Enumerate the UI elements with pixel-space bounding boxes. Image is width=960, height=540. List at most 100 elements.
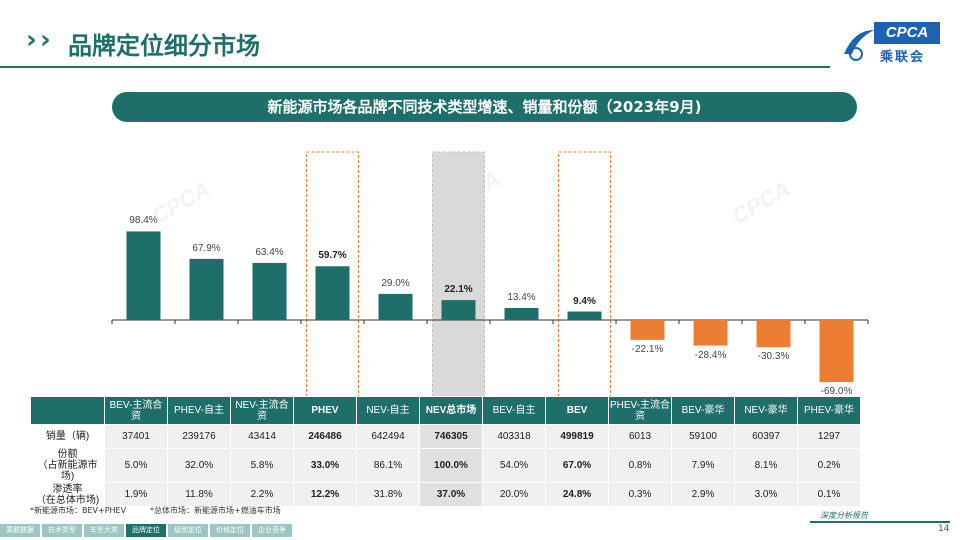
table-cell: 1.9% [104,482,168,507]
table-cell: 746305 [419,424,483,449]
table-cell: 86.1% [356,448,420,483]
table-cell: 1297 [797,424,861,449]
table-cell: 31.8% [356,482,420,507]
footnote-2: *总体市场：新能源市场+燃油车市场 [150,506,281,515]
bar-value-label: 29.0% [381,277,410,289]
table-cell: 37401 [104,424,168,449]
table-cell: 7.9% [671,448,735,483]
row-header-share-label: 份额 （占新能源市场) [37,449,98,482]
bar-value-label: 98.4% [129,215,158,227]
column-header: NEV-自主 [356,396,420,425]
footer-nav-item[interactable]: 技术类型 [42,524,82,537]
bar [126,231,161,320]
logo-cn: 乘联会 [880,50,926,65]
data-table: BEV-主流合资 PHEV-自主 NEV-主流合资 PHEV NEV-自主 NEV总市场 B… [30,396,861,507]
table-cell: 8.1% [734,448,798,483]
bar-value-label: 13.4% [507,291,536,303]
growth-bar-chart: 98.4% 67.9% 63.4% 59.7% 29.0% 22.1% 13.4% 9.4% -… [0,130,960,401]
chevron-right-icon: › [40,25,51,55]
bar [819,320,854,383]
table-cell: 246486 [293,424,357,449]
footer-nav: 乘联数据 技术类型 车型大类 品牌定位 级别定位 价格定位 企业竞争 [0,524,294,537]
column-header: BEV-豪华 [671,396,735,425]
page-number: 14 [938,524,950,534]
bar-value-label: 59.7% [318,250,347,262]
column-header: BEV-自主 [482,396,546,425]
table-row-penetration: 渗透率 （在总体市场) 1.9% 11.8% 2.2% 12.2% 31.8% 37.0%… [30,482,861,507]
highlight-frame [432,151,485,401]
bar [315,266,350,320]
bar-value-label: 67.9% [192,242,221,254]
header: › › 品牌定位细分市场 CPCA 乘联会 [0,0,960,80]
table-cell: 60397 [734,424,798,449]
row-header-penetration-label: 渗透率 （在总体市场) [35,483,100,506]
footer: 乘联数据 技术类型 车型大类 品牌定位 级别定位 价格定位 企业竞争 [0,521,960,540]
bar [567,311,602,320]
page-title: 品牌定位细分市场 [68,32,260,60]
table-cell: 20.0% [482,482,546,507]
bar-value-label: 22.1% [444,284,473,296]
row-header-share: 份额 （占新能源市场) [30,448,105,483]
column-header: PHEV-豪华 [797,396,861,425]
table-row-share: 份额 （占新能源市场) 5.0% 32.0% 5.8% 33.0% 86.1% 100.0… [30,448,861,483]
table-cell: 6013 [608,424,672,449]
table-cell: 100.0% [419,448,483,483]
bar [693,320,728,346]
footer-nav-item[interactable]: 企业竞争 [252,524,292,537]
column-header: NEV总市场 [419,396,483,425]
column-header: PHEV-自主 [167,396,231,425]
table-cell: 0.1% [797,482,861,507]
table-cell: 642494 [356,424,420,449]
table-cell: 0.3% [608,482,672,507]
table-cell: 403318 [482,424,546,449]
table-cell: 54.0% [482,448,546,483]
bar-value-label: 9.4% [573,295,596,307]
slogan-divider [810,521,950,523]
table-cell: 32.0% [167,448,231,483]
column-header: BEV [545,396,609,425]
column-header: NEV-豪华 [734,396,798,425]
bar [252,262,287,320]
column-header: PHEV-主流合资 [608,396,672,425]
bar [441,300,476,320]
table-cell: 33.0% [293,448,357,483]
footer-nav-item[interactable]: 品牌定位 [126,524,166,537]
bar-value-label: -69.0% [820,386,853,398]
bar [630,320,665,340]
table-cell: 5.8% [230,448,294,483]
footer-nav-item[interactable]: 级别定位 [168,524,208,537]
table-cell: 2.2% [230,482,294,507]
chevron-right-icon: › [26,25,37,55]
logo-swoosh-icon [844,30,874,61]
bar-value-label: 63.4% [255,246,284,258]
table-corner [30,396,105,425]
table-cell: 59100 [671,424,735,449]
footnote-1: *新能源市场：BEV+PHEV [30,506,127,515]
chart-svg [111,151,869,401]
table-header-row: BEV-主流合资 PHEV-自主 NEV-主流合资 PHEV NEV-自主 NEV总市场 B… [30,396,861,425]
column-header: NEV-主流合资 [230,396,294,425]
table-cell: 2.9% [671,482,735,507]
bar-value-label: -30.3% [757,351,790,363]
row-header-sales: 销量（辆) [30,424,105,449]
table-cell: 12.2% [293,482,357,507]
bar [756,320,791,348]
highlight-frame [558,151,611,401]
logo-text: CPCA [874,22,940,44]
table-cell: 43414 [230,424,294,449]
table-row-sales: 销量（辆) 37401 239176 43414 246486 642494 746305… [30,424,861,449]
bar [189,258,224,320]
footer-nav-item[interactable]: 乘联数据 [0,524,40,537]
footer-nav-item[interactable]: 车型大类 [84,524,124,537]
table-cell: 499819 [545,424,609,449]
table-cell: 37.0% [419,482,483,507]
table-cell: 11.8% [167,482,231,507]
chart-title-banner: 新能源市场各品牌不同技术类型增速、销量和份额（2023年9月) [112,92,857,122]
bar-value-label: -22.1% [631,343,664,355]
row-header-penetration: 渗透率 （在总体市场) [30,482,105,507]
table-cell: 67.0% [545,448,609,483]
table-cell: 239176 [167,424,231,449]
footer-nav-item[interactable]: 价格定位 [210,524,250,537]
table-cell: 5.0% [104,448,168,483]
header-divider [0,66,830,68]
